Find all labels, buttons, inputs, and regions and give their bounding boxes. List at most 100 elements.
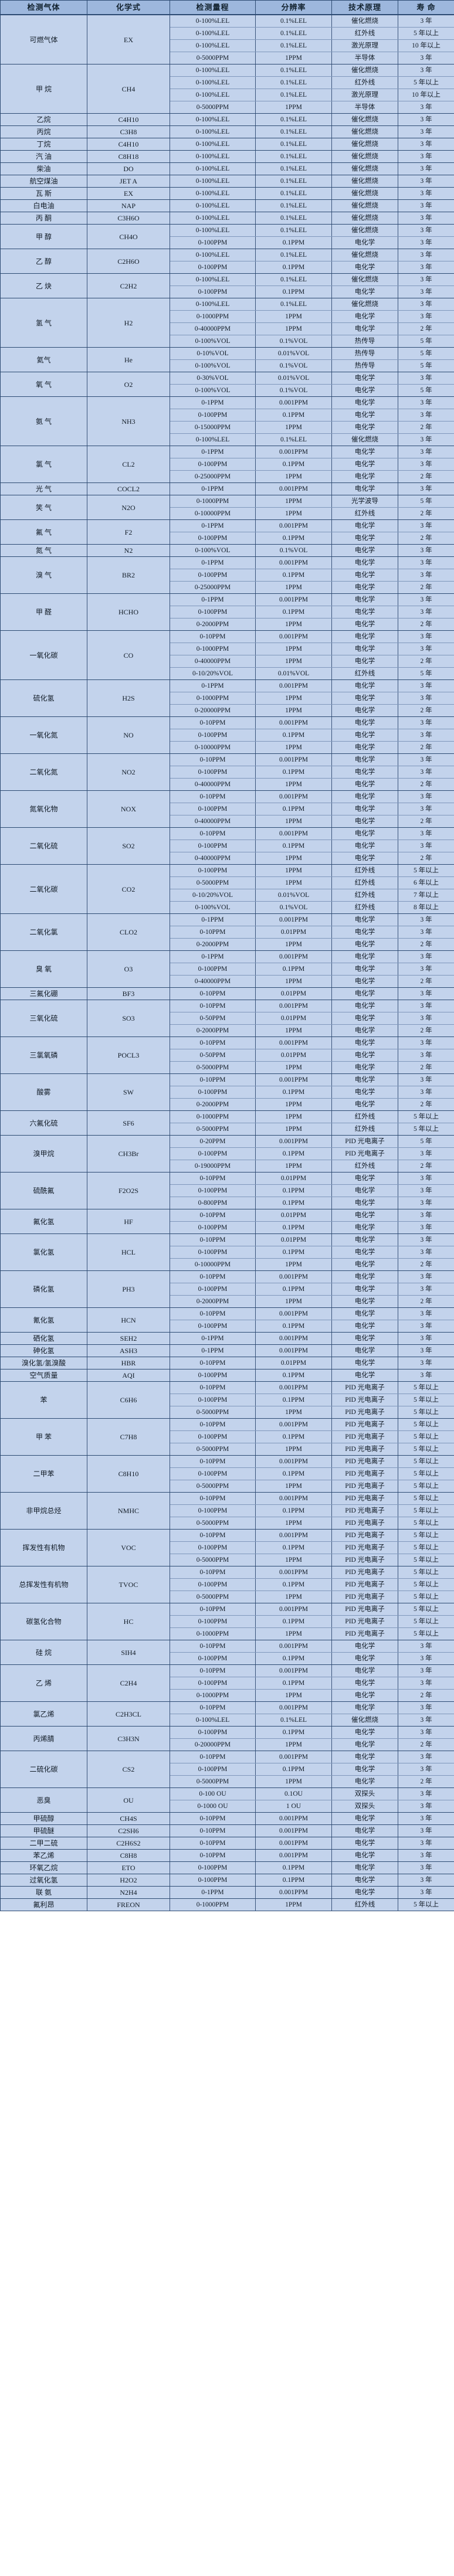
chemical-formula-cell: F2 (87, 519, 170, 545)
resolution-cell: 0.1PPM (255, 409, 332, 422)
resolution-cell: 0.1PPM (255, 1184, 332, 1197)
resolution-cell: 0.1%LEL (255, 249, 332, 261)
resolution-cell: 1PPM (255, 618, 332, 631)
technology-cell: 电化学 (331, 569, 398, 582)
gas-name-cell: 瓦 斯 (0, 187, 87, 200)
technology-cell: 电化学 (331, 1209, 398, 1222)
table-row: 0-100PPM 0.1PPM 电化学 3 年 (1, 1283, 454, 1296)
gas-name-cell: 二氧化碳 (0, 864, 87, 914)
column-header-resolution: 分辨率 (255, 0, 332, 15)
lifetime-cell: 5 年以上 (398, 1603, 454, 1616)
technology-cell: 电化学 (331, 1172, 398, 1185)
resolution-cell: 1PPM (255, 655, 332, 668)
chemical-formula-cell: C7H8 (87, 1418, 170, 1456)
technology-cell: 电化学 (331, 1049, 398, 1062)
lifetime-cell: 3 年 (398, 52, 454, 64)
lifetime-cell: 2 年 (398, 1295, 454, 1308)
technology-cell: PID 光电离子 (331, 1578, 398, 1591)
resolution-cell: 0.001PPM (255, 519, 332, 532)
header-row: 检测气体 化学式 检测量程 分辨率 技术原理 寿 命 (0, 0, 454, 15)
resolution-cell: 0.001PPM (255, 1529, 332, 1542)
detection-range-cell: 0-100PPM (170, 1615, 256, 1628)
technology-cell: 电化学 (331, 409, 398, 422)
chemical-formula-cell: H2S (87, 679, 170, 717)
resolution-cell: 0.1PPM (255, 1197, 332, 1209)
gas-name-cell: 光 气 (0, 482, 87, 495)
gas-name-cell: 苯 (0, 1381, 87, 1419)
resolution-cell: 0.001PPM (255, 1381, 332, 1394)
column-header-technology: 技术原理 (331, 0, 398, 15)
detection-range-cell: 0-10PPM (170, 630, 256, 643)
table-row: 0-100%LEL 0.1%LEL 激光原理 10 年以上 (1, 89, 454, 101)
chemical-formula-cell: POCL3 (87, 1036, 170, 1074)
table-row: 0-100PPM 0.1PPM PID 光电离子 5 年以上 (1, 1394, 454, 1406)
lifetime-cell: 3 年 (398, 1184, 454, 1197)
table-row: 碳氢化合物 HC 0-10PPM 0.001PPM PID 光电离子 5 年以上 (0, 1603, 454, 1640)
chemical-formula-cell: O2 (87, 372, 170, 397)
column-header-formula: 化学式 (87, 0, 170, 15)
chemical-formula-cell: N2O (87, 495, 170, 520)
lifetime-cell: 3 年 (398, 298, 454, 311)
detection-range-cell: 0-1000PPM (170, 1110, 256, 1123)
gas-name-cell: 甲 烷 (0, 64, 87, 114)
detection-range-cell: 0-100PPM (170, 864, 256, 877)
lifetime-cell: 5 年以上 (398, 1566, 454, 1579)
resolution-cell: 0.1PPM (255, 458, 332, 471)
chemical-formula-cell: C2H6S2 (87, 1837, 170, 1850)
resolution-cell: 0.001PPM (255, 1603, 332, 1616)
detection-range-cell: 0-100PPM (170, 1394, 256, 1406)
table-row: 二甲二硫 C2H6S2 0-10PPM 0.001PPM 电化学 3 年 (0, 1837, 454, 1850)
technology-cell: PID 光电离子 (331, 1492, 398, 1505)
technology-cell: 电化学 (331, 286, 398, 298)
resolution-cell: 0.1PPM (255, 1726, 332, 1739)
table-row: 0-40000PPM 1PPM 电化学 2 年 (1, 852, 454, 865)
table-row: 0-20000PPM 1PPM 电化学 2 年 (1, 704, 454, 717)
detection-range-cell: 0-10PPM (170, 827, 256, 840)
detection-range-cell: 0-40000PPM (170, 655, 256, 668)
lifetime-cell: 3 年 (398, 1344, 454, 1357)
lifetime-cell: 3 年 (398, 1849, 454, 1862)
lifetime-cell: 5 年以上 (398, 1492, 454, 1505)
resolution-cell: 0.001PPM (255, 827, 332, 840)
lifetime-cell: 3 年 (398, 1246, 454, 1259)
chemical-formula-cell: HF (87, 1209, 170, 1234)
gas-name-cell: 溴 气 (0, 556, 87, 594)
technology-cell: 电化学 (331, 729, 398, 742)
table-row: 挥发性有机物 VOC 0-10PPM 0.001PPM PID 光电离子 5 年以上 (0, 1529, 454, 1566)
table-row: 0-100PPM 0.1PPM 电化学 3 年 (1, 1184, 454, 1197)
table-row: 0-10PPM 0.01PPM 电化学 3 年 (1, 926, 454, 939)
chemical-formula-cell: C8H10 (87, 1455, 170, 1493)
technology-cell: PID 光电离子 (331, 1627, 398, 1640)
technology-cell: PID 光电离子 (331, 1603, 398, 1616)
technology-cell: 电化学 (331, 643, 398, 655)
resolution-cell: 0.1%LEL (255, 224, 332, 237)
lifetime-cell: 7 年以上 (398, 889, 454, 902)
technology-cell: 电化学 (331, 913, 398, 926)
technology-cell: 半导体 (331, 101, 398, 114)
detection-range-cell: 0-1000PPM (170, 692, 256, 705)
gas-name-cell: 苯乙烯 (0, 1849, 87, 1862)
resolution-cell: 0.1%LEL (255, 76, 332, 89)
gas-name-cell: 酸雾 (0, 1073, 87, 1111)
chemical-formula-cell: ASH3 (87, 1344, 170, 1357)
lifetime-cell: 3 年 (398, 593, 454, 606)
technology-cell: 电化学 (331, 741, 398, 754)
gas-name-cell: 乙 烯 (0, 1664, 87, 1702)
technology-cell: PID 光电离子 (331, 1517, 398, 1530)
resolution-cell: 1PPM (255, 1627, 332, 1640)
table-row: 0-10000PPM 1PPM 红外线 2 年 (1, 507, 454, 520)
table-row: 汽 油 C8H18 0-100%LEL 0.1%LEL 催化燃烧 3 年 (0, 150, 454, 163)
lifetime-cell: 3 年 (398, 753, 454, 766)
table-row: 0-100PPM 0.1PPM PID 光电离子 5 年以上 (1, 1430, 454, 1443)
table-row: 氟 气 F2 0-1PPM 0.001PPM 电化学 3 年 (0, 519, 454, 545)
chemical-formula-cell: C2H2 (87, 273, 170, 298)
gas-name-cell: 笑 气 (0, 495, 87, 520)
lifetime-cell: 6 年以上 (398, 876, 454, 889)
lifetime-cell: 5 年 (398, 1135, 454, 1148)
technology-cell: 激光原理 (331, 39, 398, 52)
table-row: 乙 醇 C2H6O 0-100%LEL 0.1%LEL 催化燃烧 3 年 (0, 249, 454, 274)
technology-cell: PID 光电离子 (331, 1135, 398, 1148)
resolution-cell: 0.1PPM (255, 1677, 332, 1690)
table-row: 三氧化硫 SO3 0-10PPM 0.001PPM 电化学 3 年 (0, 1000, 454, 1037)
detection-range-cell: 0-2000PPM (170, 1098, 256, 1111)
